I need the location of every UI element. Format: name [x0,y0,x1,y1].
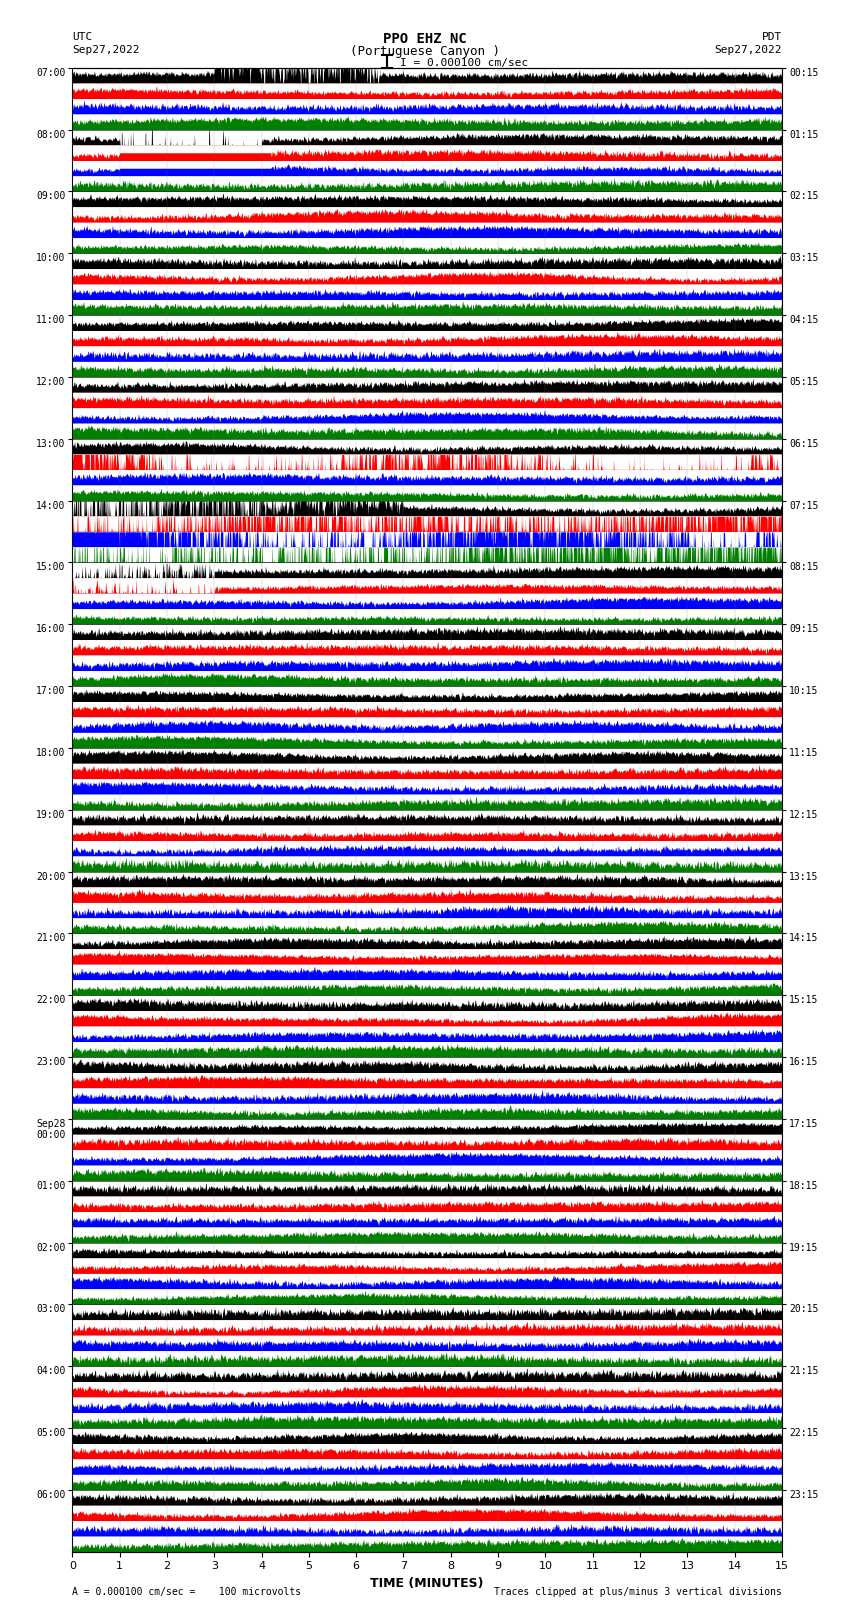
Text: Traces clipped at plus/minus 3 vertical divisions: Traces clipped at plus/minus 3 vertical … [494,1587,782,1597]
Text: PDT: PDT [762,32,782,42]
X-axis label: TIME (MINUTES): TIME (MINUTES) [371,1578,484,1590]
Text: Sep27,2022: Sep27,2022 [72,45,139,55]
Text: I = 0.000100 cm/sec: I = 0.000100 cm/sec [400,58,528,68]
Text: A = 0.000100 cm/sec =    100 microvolts: A = 0.000100 cm/sec = 100 microvolts [72,1587,302,1597]
Text: Sep27,2022: Sep27,2022 [715,45,782,55]
Text: (Portuguese Canyon ): (Portuguese Canyon ) [350,45,500,58]
Text: UTC: UTC [72,32,93,42]
Text: PPO EHZ NC: PPO EHZ NC [383,32,467,47]
